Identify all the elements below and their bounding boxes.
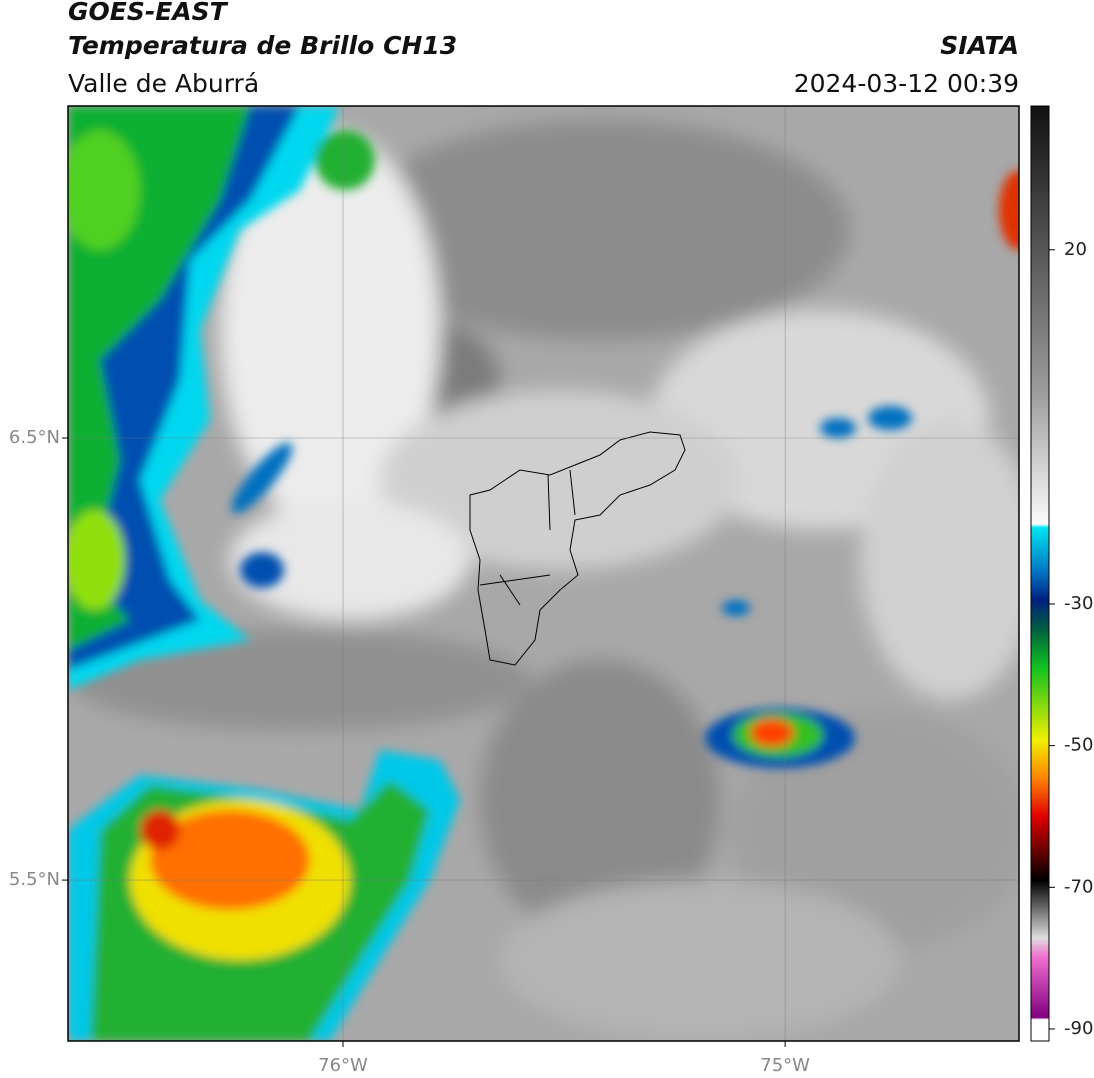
colorbar-tick-label: -50 [1064, 735, 1093, 756]
region-label: Valle de Aburrá [68, 69, 259, 98]
satellite-title: GOES-EAST [68, 0, 229, 26]
colorbar-tick-label: -30 [1064, 593, 1093, 614]
map-frame [67, 105, 1020, 1042]
colorbar-tick-label: -90 [1064, 1018, 1093, 1039]
lon-tick-label: 76°W [318, 1055, 368, 1076]
satellite-image [68, 106, 1019, 1041]
agency-label: SIATA [940, 31, 1019, 60]
colorbar-tick-label: 20 [1064, 239, 1087, 260]
lon-tick-label: 75°W [760, 1055, 810, 1076]
colorbar-tick-label: -70 [1064, 876, 1093, 897]
lat-tick-label: 6.5°N [9, 427, 60, 448]
lat-tick-label: 5.5°N [9, 869, 60, 890]
product-title: Temperatura de Brillo CH13 [68, 31, 457, 60]
municipality-boundaries [469, 431, 686, 666]
datetime-label: 2024-03-12 00:39 [794, 69, 1019, 98]
colorbar [1030, 105, 1050, 1042]
